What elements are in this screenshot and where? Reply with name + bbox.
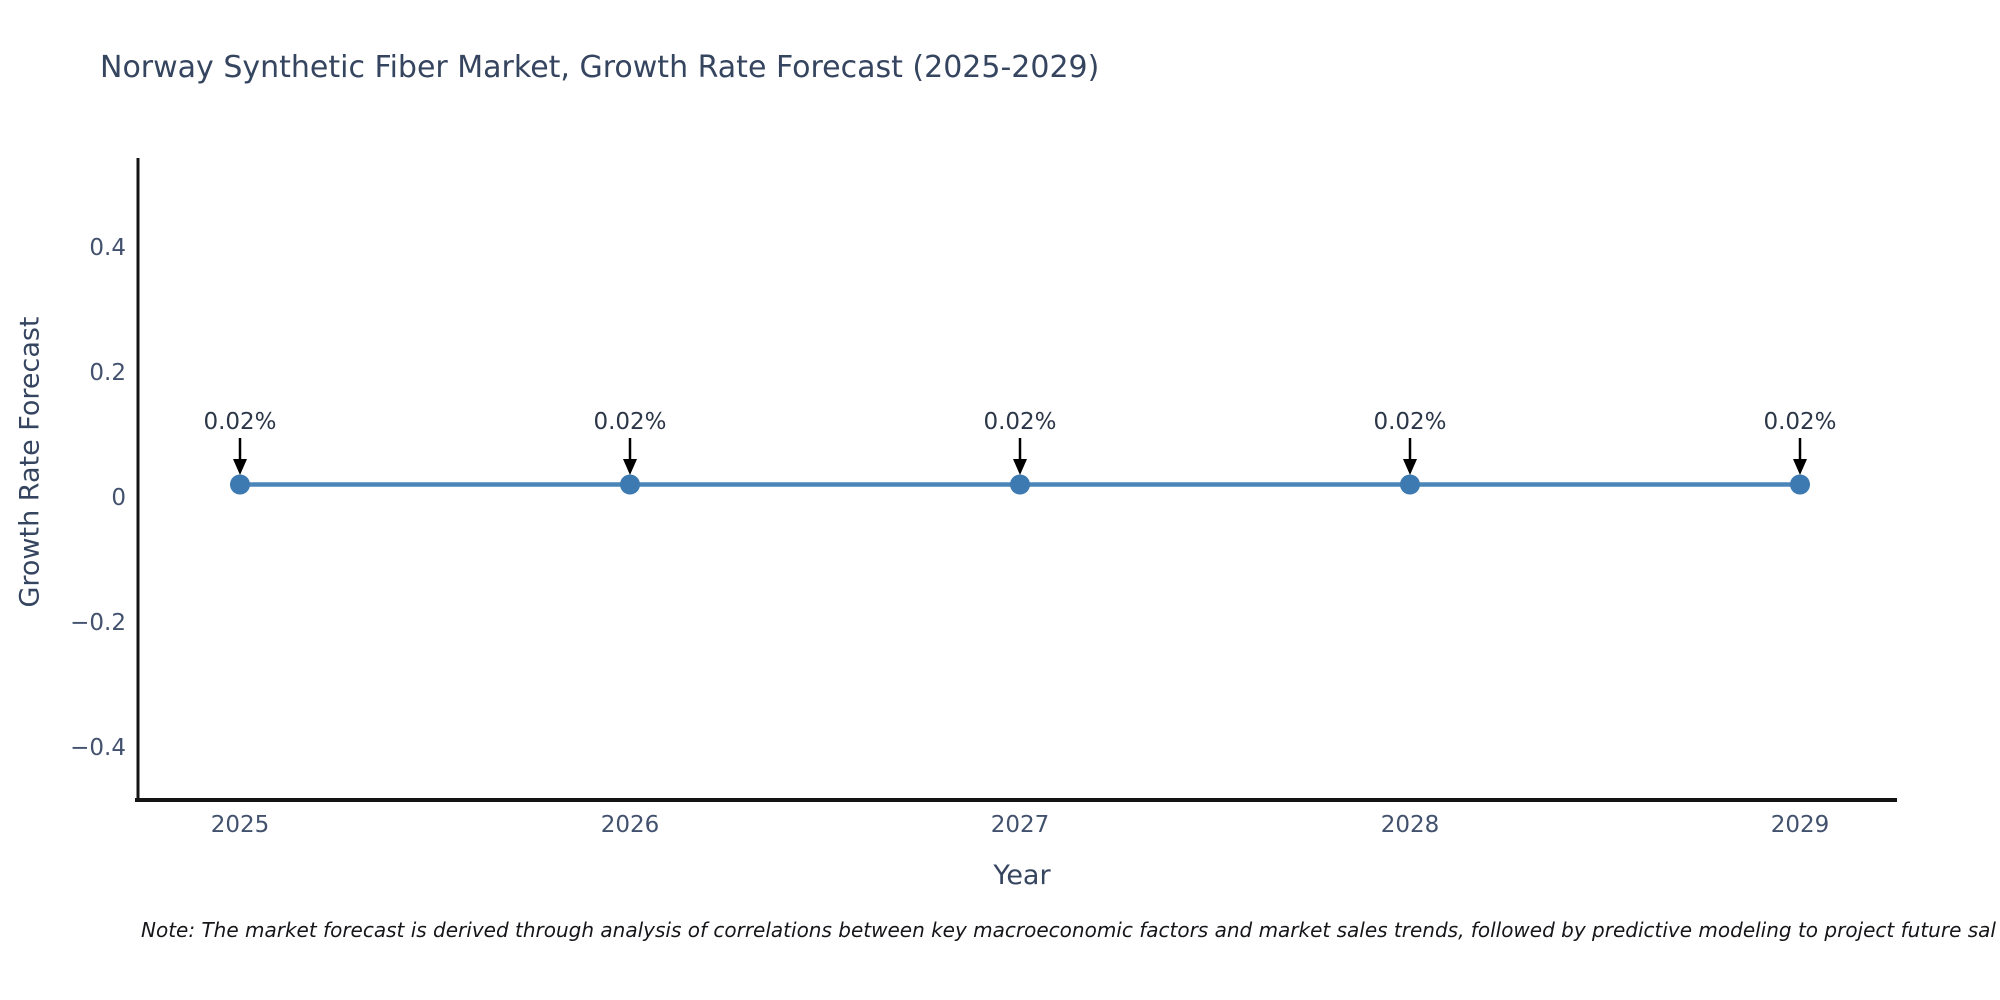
point-label: 0.02%	[1373, 409, 1446, 435]
y-axis-title: Growth Rate Forecast	[14, 316, 46, 608]
data-point-2026	[620, 474, 640, 495]
footnote: Note: The market forecast is derived thr…	[141, 918, 1996, 942]
point-label: 0.02%	[1763, 409, 1836, 435]
point-label: 0.02%	[203, 409, 276, 435]
y-tick-label: −0.4	[70, 735, 126, 761]
x-tick-label: 2025	[211, 812, 270, 838]
series-layer: 0.4 0.2 0 −0.2 −0.4 0.02% 2025 0.02% 2026 0.02% 20…	[70, 235, 1836, 838]
point-label: 0.02%	[593, 409, 666, 435]
y-tick-label: 0	[111, 485, 126, 511]
annotation-arrow-head	[623, 459, 637, 475]
data-point-2028	[1400, 474, 1420, 495]
annotation-arrow-head	[233, 459, 247, 475]
y-tick-label: 0.2	[89, 360, 126, 386]
annotation-arrow-head	[1793, 459, 1807, 475]
annotation-arrow-head	[1403, 459, 1417, 475]
data-point-2027	[1010, 474, 1030, 495]
x-tick-label: 2027	[991, 812, 1050, 838]
x-tick-label: 2026	[601, 812, 660, 838]
annotation-arrow-head	[1013, 459, 1027, 475]
point-label: 0.02%	[983, 409, 1056, 435]
x-axis-title: Year	[993, 860, 1051, 891]
data-point-2025	[230, 474, 250, 495]
y-tick-label: −0.2	[70, 610, 126, 636]
chart-title: Norway Synthetic Fiber Market, Growth Ra…	[100, 50, 1100, 85]
x-tick-label: 2029	[1771, 812, 1830, 838]
y-tick-label: 0.4	[89, 235, 126, 261]
data-point-2029	[1790, 474, 1810, 495]
x-tick-label: 2028	[1381, 812, 1440, 838]
